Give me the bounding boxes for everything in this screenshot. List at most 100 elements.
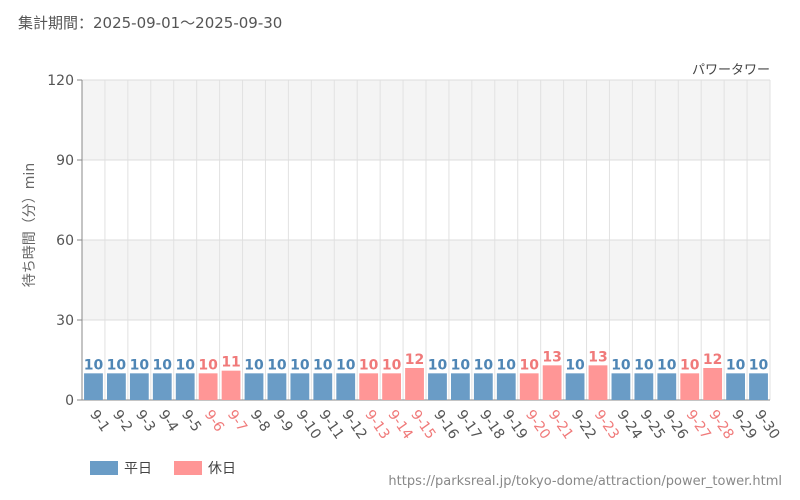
bar [703,368,723,400]
bar-value-label: 10 [107,357,127,373]
x-tick-label: 9-16 [430,407,461,442]
legend-weekday: 平日 [90,458,152,478]
x-tick-label: 9-18 [476,407,507,442]
bar [244,373,264,400]
x-tick-label: 9-6 [201,407,227,435]
period-label: 集計期間：2025-09-01～2025-09-30 [18,14,283,32]
bar [542,365,562,400]
x-tick-label: 9-2 [109,407,135,435]
bars [84,365,768,400]
x-tick-label: 9-1 [86,407,112,435]
bar [634,373,654,400]
bar [221,370,241,400]
bar-value-label: 10 [565,357,585,373]
bar [359,373,379,400]
bar [428,373,447,400]
x-tick-label: 9-30 [751,407,782,442]
x-tick-label: 9-10 [293,407,324,442]
bar-value-label: 10 [359,357,379,373]
y-tick-label: 30 [56,313,74,329]
bar [152,373,172,400]
y-tick-label: 0 [65,393,74,409]
y-axis-label: 待ち時間（分）min [22,163,38,287]
bar [611,373,631,400]
bar-value-label: 10 [175,357,195,373]
bar-value-label: 10 [130,357,150,373]
bar-value-label: 10 [657,357,677,373]
bar [129,373,149,400]
bar [290,373,310,400]
x-tick-label: 9-19 [499,407,530,442]
bar [267,373,287,400]
bar-value-label: 10 [382,357,402,373]
attraction-name: パワータワー [692,63,770,78]
x-tick-label: 9-20 [522,407,553,442]
x-tick-label: 9-11 [316,407,347,442]
bar [175,373,195,400]
source-url: https://parksreal.jp/tokyo-dome/attracti… [388,474,782,489]
x-tick-label: 9-25 [637,407,668,442]
x-tick-label: 9-17 [453,407,484,442]
bar [749,373,768,400]
x-tick-label: 9-7 [224,407,250,435]
bar-value-label: 10 [474,357,494,373]
x-tick-label: 9-14 [384,407,415,442]
bar-value-label: 10 [497,357,517,373]
bar [382,373,402,400]
legend-holiday-swatch [174,461,202,475]
bar-value-label: 10 [634,357,654,373]
x-tick-label: 9-22 [568,407,599,442]
bar [657,373,677,400]
x-tick-label: 9-24 [614,407,645,442]
x-tick-label: 9-21 [545,407,576,442]
bar [565,373,585,400]
bar-value-label: 10 [244,357,264,373]
y-tick-label: 60 [56,233,74,249]
bar-value-label: 10 [611,357,631,373]
bar [336,373,356,400]
x-tick-label: 9-28 [705,407,736,442]
bar-value-label: 11 [221,355,240,371]
bar-value-label: 10 [84,357,104,373]
bar [473,373,493,400]
bar-value-label: 10 [680,357,700,373]
bar [405,368,424,400]
bar-value-label: 10 [313,357,333,373]
bar-value-label: 10 [153,357,173,373]
bar-value-label: 10 [749,357,769,373]
bar-value-label: 10 [267,357,287,373]
legend-weekday-swatch [90,461,118,475]
legend-holiday: 休日 [174,458,236,478]
x-tick-label: 9-26 [660,407,691,442]
legend-weekday-label: 平日 [124,461,152,477]
y-tick-label: 120 [47,73,74,89]
bar [313,373,333,400]
x-tick-label: 9-5 [178,407,204,435]
x-tick-label: 9-8 [247,407,273,435]
gridlines [81,79,771,401]
bar [84,373,103,400]
x-tick-label: 9-4 [155,407,181,435]
x-tick-label: 9-3 [132,407,158,435]
x-tick-labels: 9-19-29-39-49-59-69-79-89-99-109-119-129… [86,407,782,442]
bar-value-label: 12 [703,352,722,368]
bar [496,373,516,400]
value-labels: 10 10 10 10 10 10 11 10 10 10 10 10 10 10 12 10 10 10 10 10… [84,349,769,373]
bar-value-label: 10 [726,357,746,373]
bar-value-label: 10 [336,357,356,373]
bar [106,373,126,400]
bar-value-label: 10 [198,357,218,373]
bar-value-label: 13 [588,349,607,365]
y-tick-label: 90 [56,153,74,169]
bar [726,373,746,400]
x-tick-label: 9-29 [728,407,759,442]
y-tick-labels: 0 30 60 90 120 [47,73,82,409]
bar-value-label: 10 [519,357,539,373]
bar-value-label: 12 [405,352,424,368]
legend-holiday-label: 休日 [208,461,236,477]
x-tick-label: 9-12 [338,407,369,442]
bar-value-label: 10 [451,357,471,373]
bar-value-label: 10 [290,357,310,373]
